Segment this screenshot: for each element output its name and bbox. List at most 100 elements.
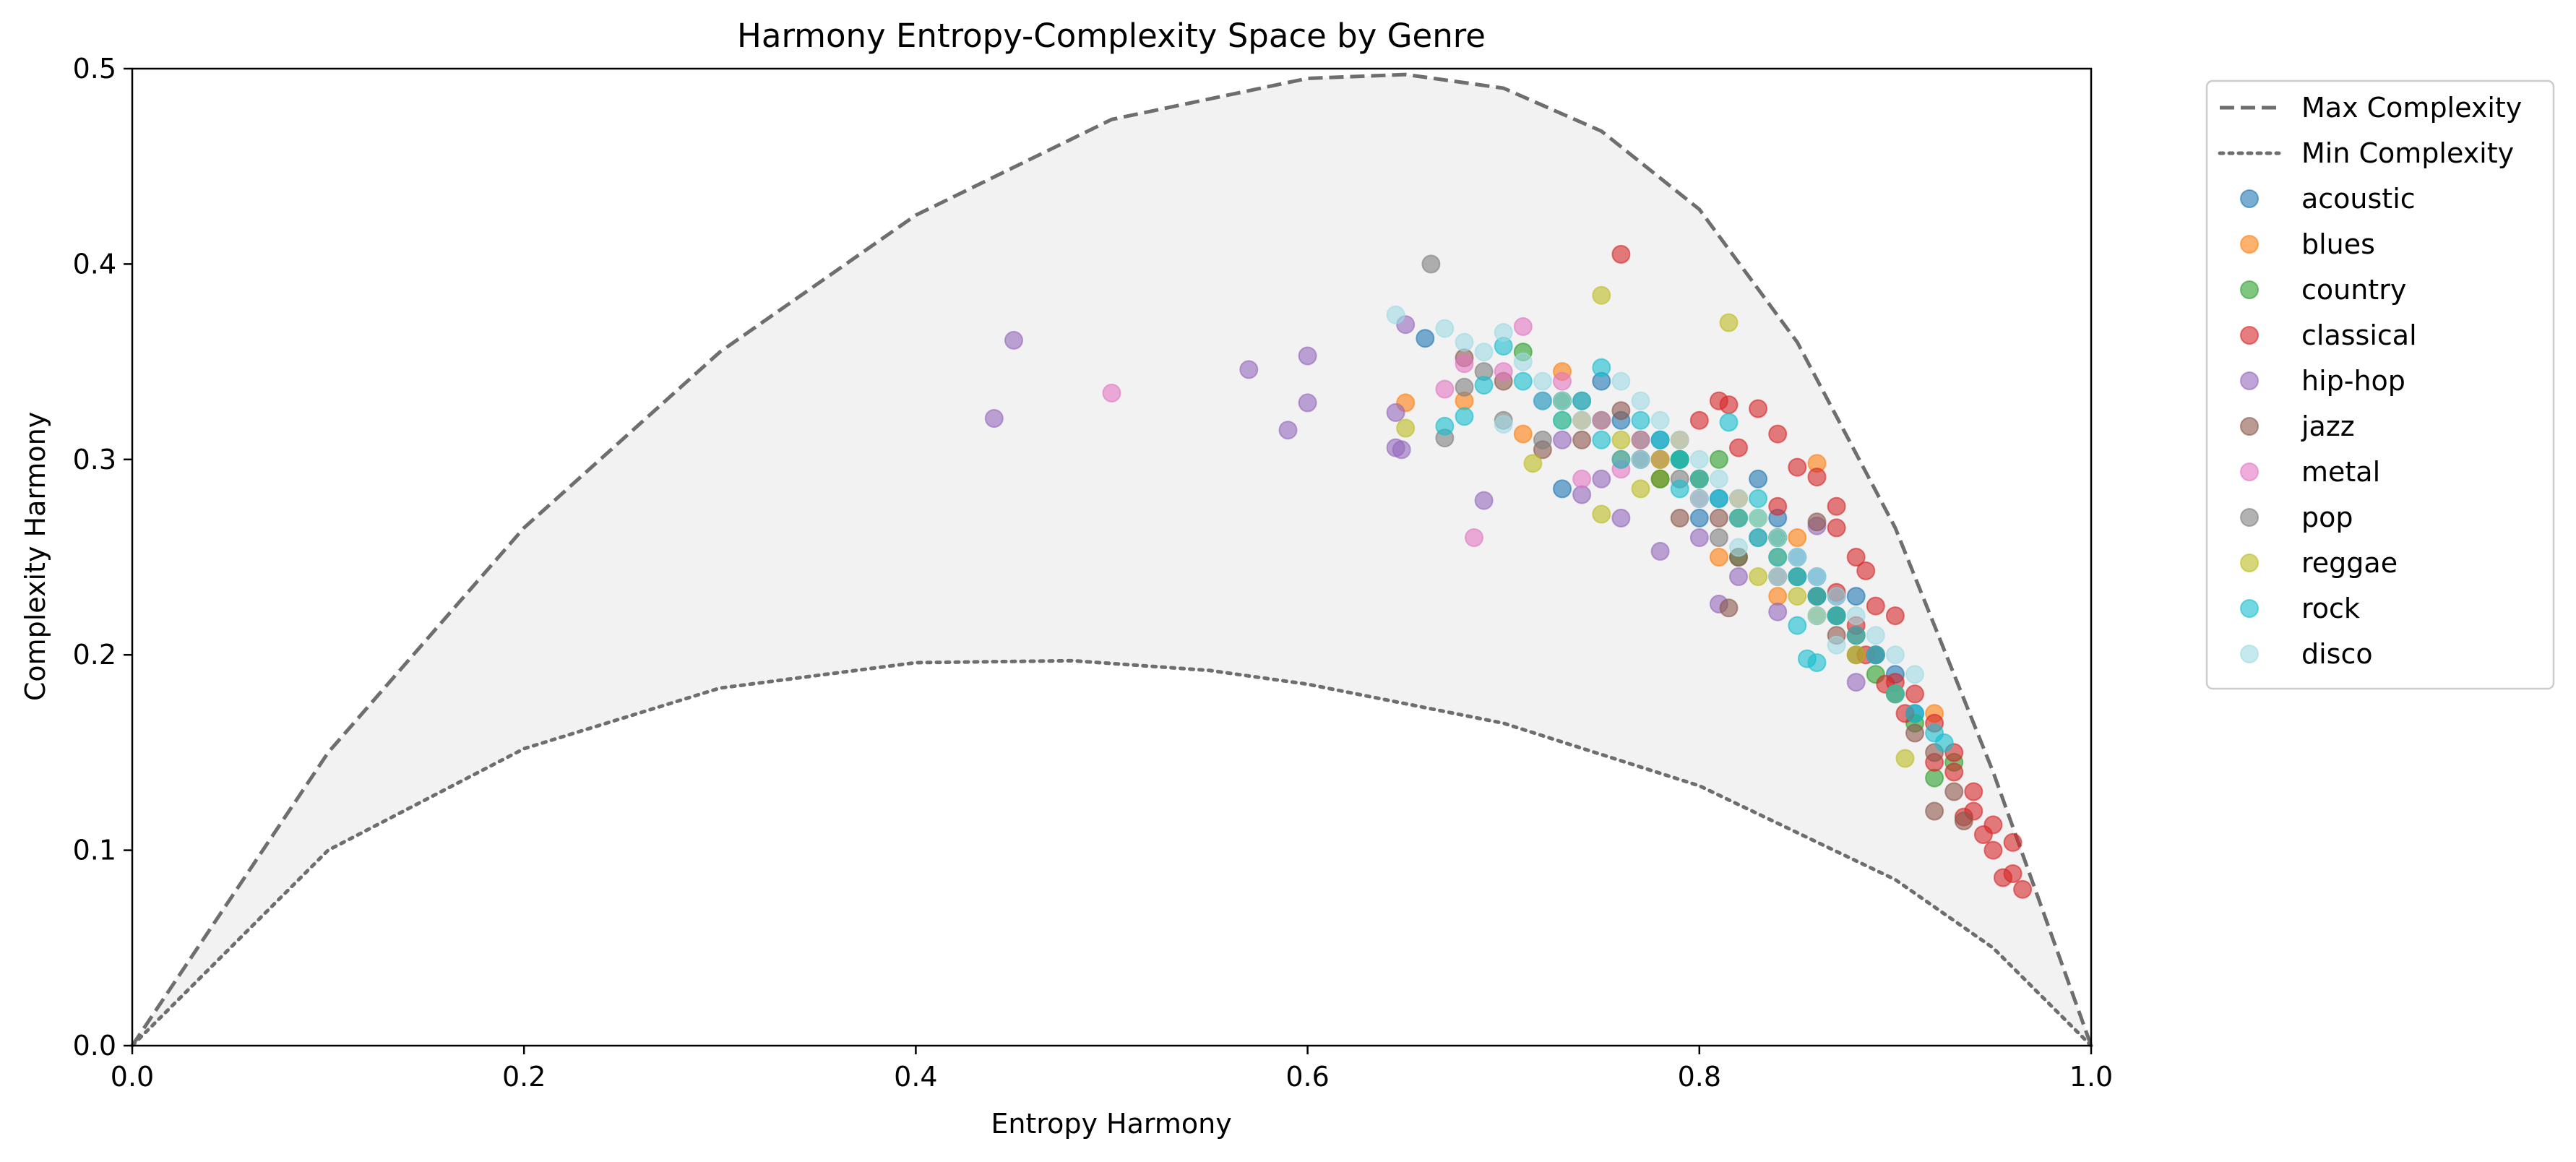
data-point-jazz bbox=[1944, 782, 1964, 801]
x-tick-label: 0.8 bbox=[1678, 1061, 1721, 1093]
data-point-rock bbox=[1670, 449, 1689, 469]
legend-label: rock bbox=[2301, 593, 2360, 624]
data-point-disco bbox=[1885, 645, 1905, 665]
legend: Max Complexity Min Complexity acoustic blue… bbox=[2205, 79, 2555, 690]
legend-marker-rock bbox=[2240, 599, 2259, 618]
data-point-rock bbox=[1807, 587, 1827, 606]
legend-label: country bbox=[2301, 274, 2406, 306]
data-point-rock bbox=[1749, 489, 1768, 508]
data-point-disco bbox=[1846, 606, 1866, 626]
data-point-rock bbox=[1719, 413, 1739, 432]
data-point-reggae bbox=[1749, 567, 1768, 586]
legend-marker-reggae bbox=[2240, 554, 2259, 572]
data-point-jazz bbox=[1807, 512, 1827, 532]
data-point-rock bbox=[1572, 391, 1592, 410]
data-point-rock bbox=[1905, 704, 1924, 723]
max-complexity-curve bbox=[130, 72, 2093, 1047]
x-tick-label: 1.0 bbox=[2069, 1061, 2113, 1093]
y-tick-label: 0.4 bbox=[73, 248, 116, 280]
data-point-acoustic bbox=[1749, 469, 1768, 489]
data-point-reggae bbox=[1895, 749, 1915, 768]
data-point-rock bbox=[1749, 528, 1768, 547]
data-point-hip-hop bbox=[1611, 508, 1631, 528]
data-point-disco bbox=[1455, 332, 1474, 352]
data-point-country bbox=[1650, 469, 1670, 489]
data-point-classical bbox=[1866, 596, 1885, 616]
data-point-rock bbox=[1631, 410, 1650, 430]
data-point-rock bbox=[1827, 606, 1846, 626]
data-point-classical bbox=[1964, 782, 1983, 801]
data-point-hip-hop bbox=[1004, 330, 1023, 350]
x-axis-label: Entropy Harmony bbox=[991, 1108, 1231, 1140]
data-point-classical bbox=[2003, 864, 2023, 883]
data-point-disco bbox=[1788, 548, 1807, 567]
data-point-disco bbox=[1513, 352, 1533, 371]
data-point-blues bbox=[1768, 587, 1788, 606]
data-point-classical bbox=[1885, 606, 1905, 626]
legend-label: classical bbox=[2301, 319, 2417, 351]
plot-area: 0.0 0.2 0.4 0.6 0.8 1.0 0.0 0.1 0.2 0.3 0.4 0.5 bbox=[73, 53, 2114, 1093]
feasible-region-fill bbox=[132, 74, 2091, 1046]
data-point-disco bbox=[1474, 343, 1494, 362]
data-point-rock bbox=[1934, 733, 1954, 752]
legend-label: blues bbox=[2301, 228, 2375, 260]
data-point-classical bbox=[1768, 496, 1788, 516]
data-point-rock bbox=[1592, 430, 1611, 449]
legend-label: pop bbox=[2301, 502, 2353, 533]
data-point-reggae bbox=[1611, 430, 1631, 449]
data-point-disco bbox=[1827, 587, 1846, 606]
data-point-hip-hop bbox=[1846, 673, 1866, 692]
data-point-jazz bbox=[1719, 598, 1739, 618]
data-point-disco bbox=[1689, 489, 1709, 508]
chart-title: Harmony Entropy-Complexity Space by Genr… bbox=[737, 17, 1486, 55]
data-point-country bbox=[1925, 768, 1944, 788]
data-point-disco bbox=[1650, 410, 1670, 430]
data-point-hip-hop bbox=[1239, 360, 1259, 379]
data-point-reggae bbox=[1788, 587, 1807, 606]
data-point-disco bbox=[1572, 410, 1592, 430]
data-point-classical bbox=[1689, 410, 1709, 430]
data-point-metal bbox=[1592, 410, 1611, 430]
data-point-rock bbox=[1474, 376, 1494, 395]
data-point-rock bbox=[1689, 469, 1709, 489]
data-point-hip-hop bbox=[1553, 430, 1572, 449]
data-point-rock bbox=[1611, 449, 1631, 469]
y-tick-label: 0.2 bbox=[73, 639, 116, 671]
data-point-jazz bbox=[1572, 430, 1592, 449]
data-point-classical bbox=[1983, 840, 2003, 860]
x-tick-label: 0.6 bbox=[1285, 1061, 1329, 1093]
y-tick-label: 0.1 bbox=[73, 835, 116, 866]
data-point-disco bbox=[1553, 391, 1572, 410]
data-point-reggae bbox=[1846, 645, 1866, 665]
data-point-rock bbox=[1553, 410, 1572, 430]
data-point-classical bbox=[1611, 244, 1631, 264]
data-point-disco bbox=[1533, 371, 1552, 391]
data-point-disco bbox=[1749, 508, 1768, 528]
min-complexity-curve bbox=[130, 658, 2093, 1048]
data-point-classical bbox=[2013, 879, 2033, 899]
data-point-disco bbox=[1905, 665, 1924, 684]
data-point-metal bbox=[1572, 469, 1592, 489]
data-point-disco bbox=[1386, 305, 1405, 324]
data-point-metal bbox=[1102, 383, 1121, 403]
data-point-classical bbox=[1856, 561, 1876, 580]
legend-label: hip-hop bbox=[2301, 365, 2405, 397]
data-point-disco bbox=[1494, 323, 1513, 342]
data-point-rock bbox=[1435, 416, 1455, 436]
data-point-jazz bbox=[1709, 508, 1728, 528]
y-tick-label: 0.0 bbox=[73, 1030, 116, 1062]
data-point-rock bbox=[1788, 616, 1807, 635]
data-point-acoustic bbox=[1553, 479, 1572, 499]
data-point-metal bbox=[1455, 354, 1474, 374]
y-tick-label: 0.5 bbox=[73, 53, 116, 85]
data-point-rock bbox=[1513, 371, 1533, 391]
data-point-acoustic bbox=[1689, 508, 1709, 528]
data-point-pop bbox=[1455, 377, 1474, 397]
data-point-hip-hop bbox=[1768, 602, 1788, 621]
y-tick-label: 0.3 bbox=[73, 444, 116, 475]
data-point-classical bbox=[1905, 684, 1924, 704]
data-point-metal bbox=[1465, 528, 1483, 547]
legend-label: metal bbox=[2301, 456, 2380, 488]
data-point-classical bbox=[1846, 548, 1866, 567]
